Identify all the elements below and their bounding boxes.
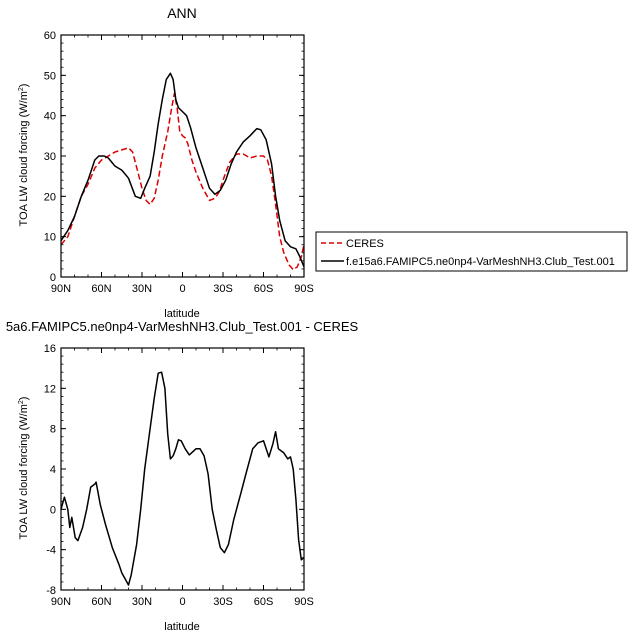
bottom-chart-y-tick-label: 8 bbox=[50, 424, 56, 436]
legend-label-model: f.e15a6.FAMIPC5.ne0np4-VarMeshNH3.Club_T… bbox=[346, 256, 615, 268]
top-chart-y-tick-label: 40 bbox=[44, 111, 56, 123]
bottom-chart-title: 5a6.FAMIPC5.ne0np4-VarMeshNH3.Club_Test.… bbox=[6, 319, 359, 334]
bottom-chart-x-tick-label: 0 bbox=[179, 596, 185, 608]
top-chart-x-tick-label: 90N bbox=[51, 283, 71, 295]
top-chart-ylabel-close: ) bbox=[18, 84, 30, 88]
bottom-chart-y-tick-label: 4 bbox=[50, 464, 56, 476]
top-chart-ylabel-sup: 2 bbox=[18, 87, 25, 91]
bottom-chart-ylabel-main: TOA LW cloud forcing (W/m bbox=[18, 404, 30, 539]
bottom-chart-ylabel-sup: 2 bbox=[18, 400, 25, 404]
bottom-chart-y-tick-label: 0 bbox=[50, 504, 56, 516]
top-chart-series bbox=[60, 72, 305, 271]
top-chart-x-tick-label: 30S bbox=[213, 283, 233, 295]
top-chart-y-tick-label: 10 bbox=[44, 232, 56, 244]
top-chart-tick-marks bbox=[60, 34, 305, 278]
top-chart-x-tick-label: 60S bbox=[254, 283, 274, 295]
bottom-chart-tick-marks bbox=[60, 347, 305, 591]
top-chart-panel: ANN TOA LW cloud forcing (W/m2) 01020304… bbox=[18, 5, 314, 320]
bottom-chart-y-tick-labels: -8 -4 0 4 8 12 16 bbox=[44, 343, 56, 597]
top-chart-ylabel: TOA LW cloud forcing (W/m2) bbox=[18, 84, 30, 227]
bottom-chart-x-tick-label: 60N bbox=[91, 596, 111, 608]
top-chart-ylabel-main: TOA LW cloud forcing (W/m bbox=[18, 91, 30, 226]
bottom-chart-ylabel-close: ) bbox=[18, 397, 30, 401]
top-chart-x-tick-label: 60N bbox=[91, 283, 111, 295]
top-chart-x-tick-label: 30N bbox=[132, 283, 152, 295]
legend: CERES f.e15a6.FAMIPC5.ne0np4-VarMeshNH3.… bbox=[315, 231, 628, 272]
bottom-chart-panel: 5a6.FAMIPC5.ne0np4-VarMeshNH3.Club_Test.… bbox=[6, 319, 359, 633]
top-chart-y-tick-label: 60 bbox=[44, 30, 56, 42]
legend-box bbox=[315, 231, 628, 272]
legend-label-ceres: CERES bbox=[346, 238, 384, 250]
bottom-chart-x-tick-label: 30S bbox=[213, 596, 233, 608]
bottom-chart-series-line-0 bbox=[60, 371, 305, 586]
bottom-chart-x-tick-label: 90N bbox=[51, 596, 71, 608]
top-chart-y-tick-label: 20 bbox=[44, 191, 56, 203]
top-chart-y-tick-label: 50 bbox=[44, 70, 56, 82]
bottom-chart-y-tick-label: -8 bbox=[46, 585, 56, 597]
top-chart-xlabel: latitude bbox=[164, 308, 199, 320]
bottom-chart-ylabel: TOA LW cloud forcing (W/m2) bbox=[18, 397, 30, 540]
bottom-chart-xlabel: latitude bbox=[164, 621, 199, 633]
bottom-chart-y-tick-label: 16 bbox=[44, 343, 56, 355]
bottom-chart-x-tick-label: 90S bbox=[294, 596, 314, 608]
top-chart-x-tick-labels: 90N 60N 30N 0 30S 60S 90S bbox=[51, 283, 314, 295]
top-chart-plot-frame bbox=[60, 34, 305, 278]
top-chart-series-line-0 bbox=[60, 92, 305, 271]
bottom-chart-x-tick-label: 30N bbox=[132, 596, 152, 608]
bottom-chart-x-tick-label: 60S bbox=[254, 596, 274, 608]
bottom-chart-y-tick-label: -4 bbox=[46, 545, 56, 557]
bottom-chart-plot-frame bbox=[60, 347, 305, 591]
top-chart-x-tick-label: 0 bbox=[179, 283, 185, 295]
top-chart-y-tick-labels: 0 10 20 30 40 50 60 bbox=[44, 30, 56, 284]
top-chart-y-tick-label: 0 bbox=[50, 272, 56, 284]
top-chart-x-tick-label: 90S bbox=[294, 283, 314, 295]
bottom-chart-series bbox=[60, 371, 305, 586]
bottom-chart-x-tick-labels: 90N 60N 30N 0 30S 60S 90S bbox=[51, 596, 314, 608]
top-chart-title: ANN bbox=[167, 5, 197, 21]
top-chart-y-tick-label: 30 bbox=[44, 151, 56, 163]
top-chart-series-line-1 bbox=[60, 72, 305, 268]
bottom-chart-y-tick-label: 12 bbox=[44, 383, 56, 395]
